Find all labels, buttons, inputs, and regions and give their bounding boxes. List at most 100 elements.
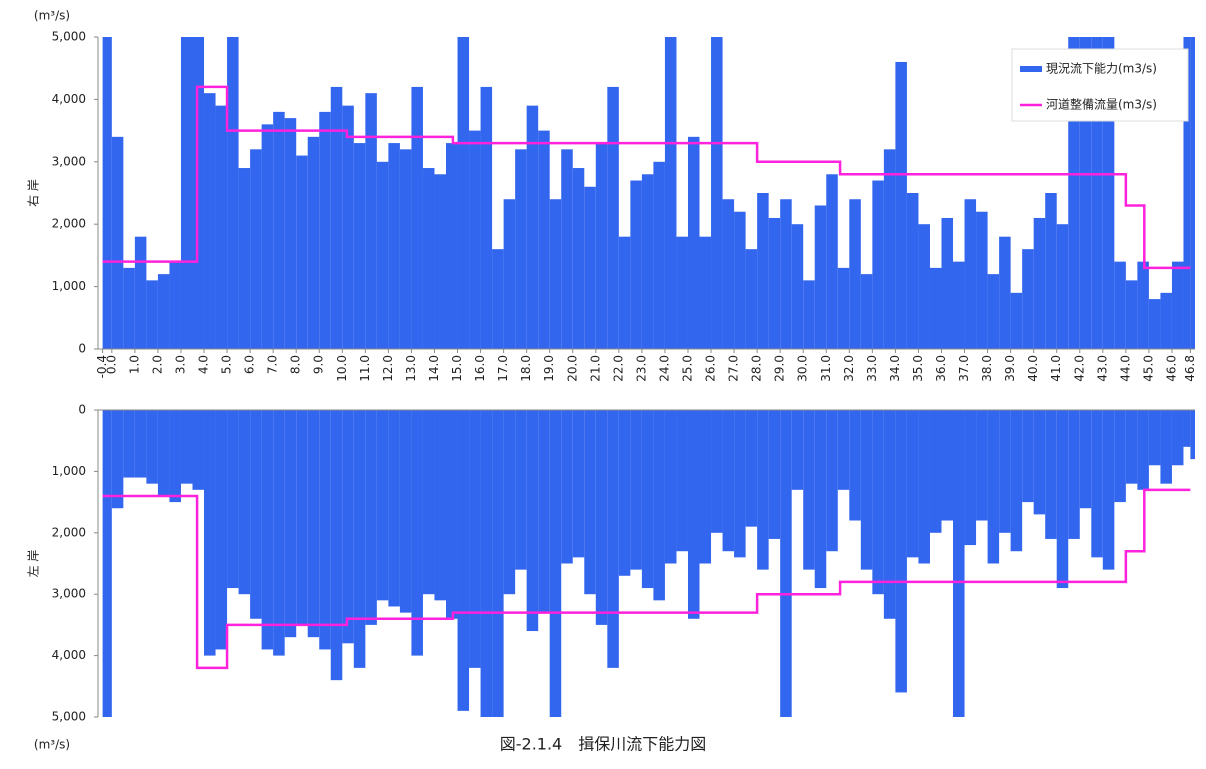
capacity-bar — [227, 410, 239, 589]
capacity-bar — [180, 410, 193, 484]
capacity-bar — [711, 37, 723, 349]
x-tick-label: 8.0 — [289, 355, 303, 374]
legend-label: 河道整備流量(m3/s) — [1046, 97, 1157, 112]
capacity-bar — [814, 205, 827, 349]
x-tick-label: -0.4 — [95, 355, 109, 378]
capacity-bar — [883, 149, 896, 349]
capacity-bar — [872, 180, 884, 349]
capacity-bar — [860, 274, 873, 349]
x-tick-label: 46.0 — [1164, 355, 1178, 382]
capacity-bar — [906, 410, 919, 558]
capacity-bar — [987, 410, 1000, 564]
capacity-bar — [803, 410, 815, 570]
capacity-bar — [342, 105, 354, 349]
capacity-bar — [422, 168, 435, 349]
capacity-bar — [238, 410, 251, 595]
capacity-bar — [192, 410, 205, 490]
x-tick-label: 5.0 — [220, 355, 234, 374]
y-tick-label: 3,000 — [52, 587, 86, 601]
capacity-bar — [964, 410, 977, 546]
capacity-bar — [664, 37, 677, 349]
capacity-bar — [918, 224, 930, 349]
capacity-bar — [307, 136, 320, 349]
x-tick-label: 6.0 — [243, 355, 257, 374]
capacity-bar — [641, 174, 654, 349]
y-tick-label: 1,000 — [52, 279, 86, 293]
capacity-bar — [330, 86, 343, 350]
capacity-bar — [722, 410, 735, 552]
x-tick-label: 21.0 — [588, 355, 602, 382]
capacity-bar — [102, 410, 112, 717]
capacity-bar — [319, 111, 331, 349]
capacity-bar — [1010, 292, 1023, 349]
capacity-bar — [1045, 193, 1057, 349]
legend-label: 現況流下能力(m3/s) — [1046, 61, 1157, 76]
capacity-bar — [1183, 410, 1191, 447]
plot — [102, 410, 1195, 717]
capacity-bar — [111, 136, 124, 349]
capacity-bar — [169, 261, 181, 349]
x-tick-label: 25.0 — [680, 355, 694, 382]
capacity-bar — [353, 410, 366, 668]
capacity-bar — [584, 410, 596, 595]
capacity-bar — [1102, 37, 1115, 349]
capacity-bar — [422, 410, 435, 595]
capacity-bar — [607, 410, 619, 668]
capacity-bar — [745, 249, 758, 349]
x-tick-label: 3.0 — [173, 355, 187, 374]
capacity-bar — [906, 193, 919, 349]
x-tick-label: 14.0 — [427, 355, 441, 382]
capacity-bar — [134, 410, 147, 478]
x-tick-label: 45.0 — [1141, 355, 1155, 382]
x-tick-label: 24.0 — [657, 355, 671, 382]
x-tick-label: 46.8 — [1183, 355, 1197, 382]
x-tick-label: 9.0 — [312, 355, 326, 374]
capacity-bar — [180, 37, 193, 349]
capacity-bar — [1091, 37, 1103, 349]
legend-box — [1011, 48, 1189, 122]
capacity-bar — [757, 193, 769, 349]
capacity-bar — [215, 105, 228, 349]
capacity-bar — [515, 149, 527, 349]
capacity-bar — [111, 410, 124, 509]
capacity-bar — [676, 236, 688, 349]
capacity-bar — [1125, 410, 1138, 484]
capacity-bar — [757, 410, 769, 570]
capacity-bar — [1022, 249, 1034, 349]
capacity-bar — [814, 410, 827, 589]
capacity-bar — [699, 236, 712, 349]
capacity-bar — [319, 410, 331, 650]
capacity-bar — [250, 149, 262, 349]
x-tick-label: 36.0 — [934, 355, 948, 382]
capacity-bar — [1045, 410, 1057, 539]
capacity-bar — [803, 280, 815, 349]
x-tick-label: 39.0 — [1003, 355, 1017, 382]
capacity-bar — [411, 410, 423, 656]
capacity-bar — [1022, 410, 1034, 503]
capacity-bar — [503, 199, 516, 349]
capacity-bar — [388, 143, 400, 349]
capacity-bar — [837, 410, 850, 490]
x-tick-label: 43.0 — [1095, 355, 1109, 382]
capacity-bar — [687, 410, 700, 619]
capacity-bar — [445, 410, 458, 619]
x-tick-label: 16.0 — [473, 355, 487, 382]
capacity-bar — [1056, 410, 1069, 589]
capacity-bar — [296, 410, 308, 625]
capacity-bar — [1114, 261, 1126, 349]
design-flow-line — [102, 488, 1191, 670]
capacity-bar — [480, 410, 493, 717]
capacity-bar — [999, 236, 1011, 349]
caption: 図-2.1.4 揖保川流下能力図 — [500, 735, 707, 754]
capacity-bar — [1068, 410, 1080, 539]
x-tick-label: 33.0 — [865, 355, 879, 382]
x-tick-label: 40.0 — [1026, 355, 1040, 382]
x-tick-label: 23.0 — [634, 355, 648, 382]
capacity-bar — [630, 410, 642, 570]
capacity-bar — [1010, 410, 1023, 552]
capacity-bar — [434, 410, 446, 601]
capacity-bar — [215, 410, 228, 650]
capacity-bar — [860, 410, 873, 570]
capacity-bar — [1079, 410, 1092, 509]
capacity-bar — [630, 180, 642, 349]
